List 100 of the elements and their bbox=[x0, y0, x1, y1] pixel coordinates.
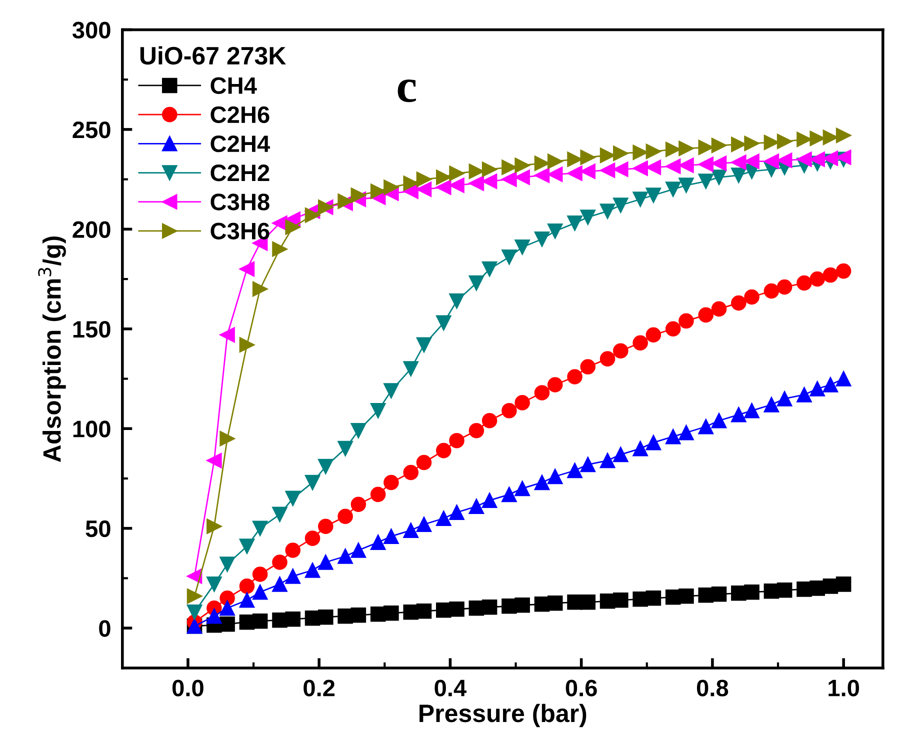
annotation: c bbox=[398, 79, 416, 102]
point bbox=[338, 548, 353, 564]
point bbox=[698, 174, 714, 189]
point bbox=[239, 337, 255, 352]
point bbox=[731, 295, 746, 311]
point bbox=[449, 432, 464, 448]
point bbox=[403, 464, 419, 480]
point bbox=[731, 168, 746, 183]
y-tick-label: 250 bbox=[72, 122, 110, 138]
point bbox=[776, 134, 792, 150]
point bbox=[449, 601, 464, 617]
point bbox=[206, 576, 222, 592]
point bbox=[600, 351, 616, 366]
x-tick-label: 0.6 bbox=[566, 680, 597, 696]
point bbox=[514, 480, 530, 496]
point bbox=[632, 160, 648, 176]
point bbox=[304, 562, 320, 578]
point bbox=[384, 605, 399, 621]
point bbox=[810, 580, 825, 596]
point bbox=[514, 239, 530, 255]
point bbox=[502, 172, 517, 187]
point bbox=[711, 138, 727, 154]
point bbox=[272, 576, 288, 592]
point bbox=[822, 150, 838, 166]
point bbox=[252, 566, 268, 582]
point bbox=[744, 289, 760, 305]
point bbox=[350, 542, 366, 558]
point bbox=[285, 611, 300, 627]
point bbox=[822, 267, 838, 283]
point bbox=[468, 422, 484, 438]
point bbox=[600, 162, 616, 178]
point bbox=[796, 152, 812, 167]
point bbox=[350, 188, 366, 203]
point bbox=[678, 140, 694, 156]
point bbox=[698, 418, 714, 434]
point bbox=[482, 492, 498, 508]
point bbox=[338, 440, 353, 456]
point bbox=[449, 504, 464, 520]
point bbox=[632, 335, 648, 350]
point bbox=[836, 576, 852, 592]
point bbox=[239, 538, 255, 554]
point bbox=[384, 474, 399, 490]
point bbox=[534, 168, 550, 183]
point bbox=[403, 522, 419, 538]
point bbox=[547, 154, 563, 169]
point bbox=[384, 180, 399, 195]
point bbox=[482, 599, 498, 615]
point bbox=[836, 263, 852, 279]
point bbox=[206, 452, 222, 468]
point bbox=[350, 496, 366, 512]
point bbox=[613, 343, 628, 358]
point bbox=[318, 518, 334, 534]
point bbox=[580, 164, 596, 179]
point bbox=[502, 403, 517, 418]
legend-label: C3H8 bbox=[210, 194, 270, 210]
point bbox=[403, 361, 419, 376]
point bbox=[304, 208, 320, 223]
point bbox=[468, 176, 484, 191]
point bbox=[711, 413, 727, 428]
point bbox=[836, 371, 852, 386]
x-tick-label: 1.0 bbox=[828, 680, 860, 696]
point bbox=[416, 454, 432, 470]
point bbox=[711, 586, 727, 602]
y-tick-label: 300 bbox=[72, 22, 110, 39]
point bbox=[678, 588, 694, 604]
point bbox=[449, 166, 464, 181]
point bbox=[744, 154, 760, 169]
point bbox=[810, 130, 825, 146]
point bbox=[764, 154, 780, 169]
point bbox=[436, 180, 452, 195]
point bbox=[632, 144, 648, 160]
point bbox=[547, 595, 563, 611]
point bbox=[384, 383, 399, 398]
point bbox=[272, 241, 288, 257]
point bbox=[285, 220, 300, 235]
point bbox=[502, 486, 517, 502]
point bbox=[613, 198, 628, 213]
y-tick-label: 150 bbox=[73, 320, 110, 338]
point bbox=[285, 568, 300, 584]
point bbox=[810, 381, 825, 396]
x-tick-label: 0.2 bbox=[304, 680, 335, 696]
point bbox=[220, 327, 235, 343]
point bbox=[502, 249, 517, 265]
point bbox=[220, 600, 235, 616]
point bbox=[338, 508, 353, 524]
point bbox=[468, 275, 484, 291]
point bbox=[272, 554, 288, 570]
point bbox=[482, 261, 498, 277]
y-tick-label: 200 bbox=[72, 221, 110, 238]
point bbox=[252, 281, 268, 297]
point bbox=[370, 403, 386, 418]
point bbox=[206, 608, 222, 624]
point bbox=[318, 609, 334, 625]
point bbox=[436, 315, 452, 331]
point bbox=[776, 279, 792, 295]
point bbox=[711, 301, 727, 317]
point bbox=[318, 554, 334, 570]
point bbox=[600, 452, 616, 468]
y-axis-title: Adsorption (cm$^{3}$/g) bbox=[38, 236, 66, 462]
point bbox=[613, 162, 628, 177]
